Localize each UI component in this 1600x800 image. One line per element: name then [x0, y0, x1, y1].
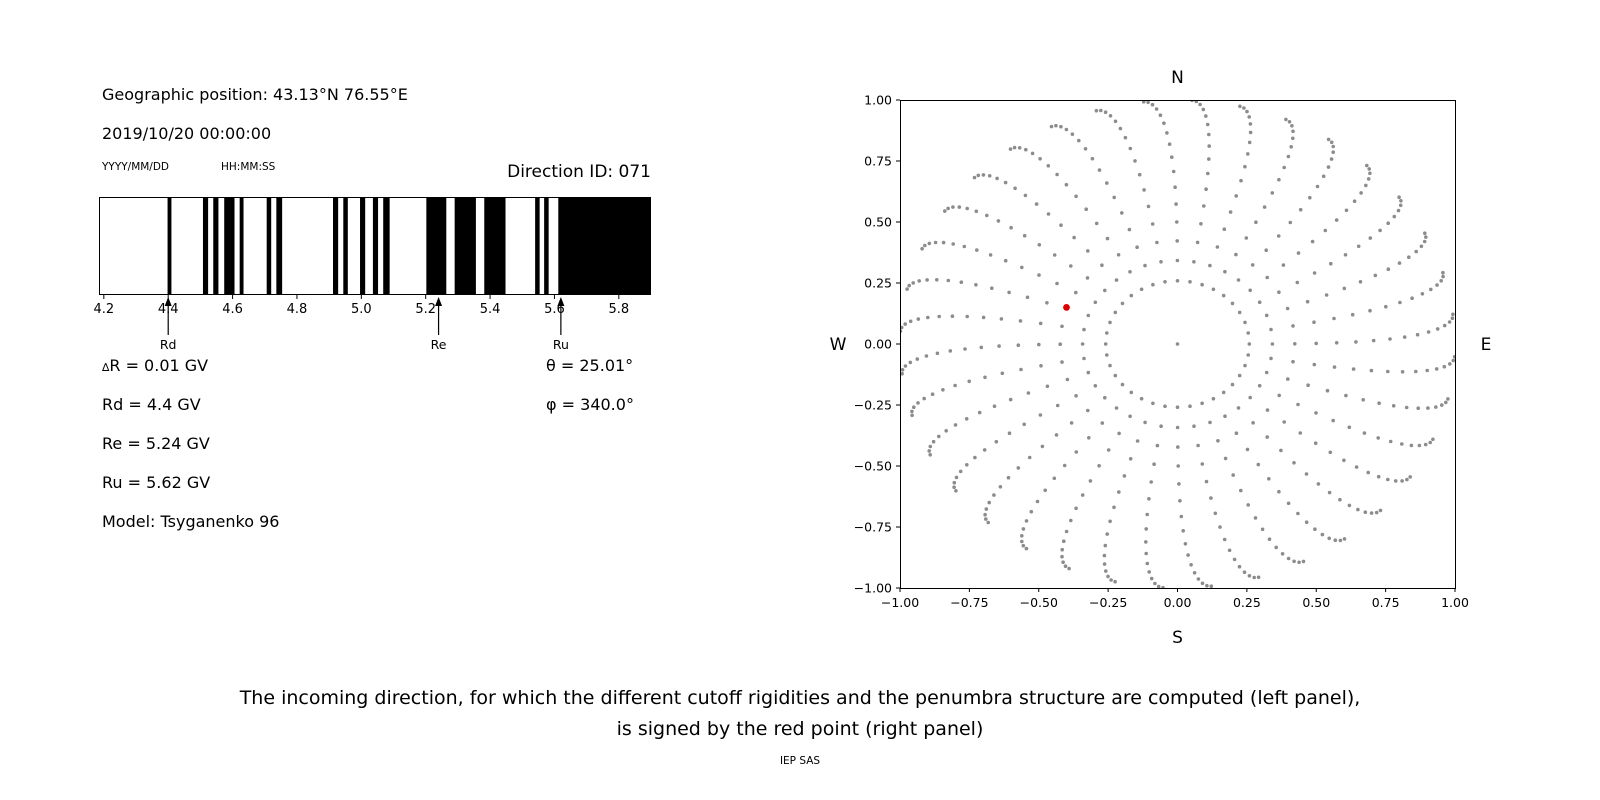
penumbra-svg: 4.2 4.4 4.6 4.8 5.0 5.2 5.4 5.6 5.8Rd Re Ru [93, 197, 651, 352]
credit-text: IEP SAS [779, 755, 821, 767]
svg-text:−1.00: −1.00 [881, 595, 919, 610]
direction-id-text: Direction ID: 071 [507, 162, 651, 182]
sky-ticks: −1.00 −0.75 −0.50 −0.25 0.00 0.25 0.50 0.75 1.00… [854, 93, 1469, 611]
svg-text:0.75: 0.75 [1372, 595, 1400, 610]
svg-text:−0.50: −0.50 [854, 459, 892, 474]
svg-text:1.00: 1.00 [864, 93, 892, 108]
svg-text:0.75: 0.75 [864, 154, 892, 169]
svg-text:0.25: 0.25 [1233, 595, 1261, 610]
svg-text:5.0: 5.0 [351, 302, 372, 317]
re-value: Re = 5.24 GV [102, 434, 210, 453]
model-value: Model: Tsyganenko 96 [102, 512, 280, 531]
svg-text:4.6: 4.6 [222, 302, 243, 317]
caption-line-1: The incoming direction, for which the di… [239, 687, 1361, 709]
svg-text:0.00: 0.00 [1164, 595, 1192, 610]
svg-text:−0.75: −0.75 [950, 595, 988, 610]
svg-text:−0.25: −0.25 [1089, 595, 1127, 610]
svg-text:0.25: 0.25 [864, 276, 892, 291]
svg-text:0.00: 0.00 [864, 337, 892, 352]
caption-line-2: is signed by the red point (right panel) [616, 718, 984, 740]
svg-text:−0.50: −0.50 [1020, 595, 1058, 610]
svg-text:Ru: Ru [553, 337, 569, 352]
svg-text:S: S [1172, 628, 1183, 648]
rigidity-markers: Rd Re Ru [160, 297, 569, 352]
theta-value: θ = 25.01° [546, 356, 634, 375]
svg-text:E: E [1481, 335, 1492, 355]
phi-value: φ = 340.0° [546, 395, 634, 414]
svg-text:1.00: 1.00 [1441, 595, 1469, 610]
penumbra-bands [167, 197, 651, 295]
svg-text:5.4: 5.4 [480, 302, 501, 317]
direction-grid-dots [900, 100, 1455, 588]
direction-sky-chart: −1.00 −0.75 −0.50 −0.25 0.00 0.25 0.50 0.75 1.00… [810, 55, 1510, 655]
delta-r-text: R = 0.01 GV [109, 356, 209, 375]
penumbra-x-ticks: 4.2 4.4 4.6 4.8 5.0 5.2 5.4 5.6 5.8 [93, 295, 629, 317]
penumbra-chart: 4.2 4.4 4.6 4.8 5.0 5.2 5.4 5.6 5.8 Rd Re Ru [93, 197, 719, 362]
svg-text:0.50: 0.50 [1302, 595, 1330, 610]
svg-text:−0.25: −0.25 [854, 398, 892, 413]
svg-text:5.2: 5.2 [415, 302, 436, 317]
penumbra-frame [99, 197, 651, 295]
selected-direction-point [1063, 304, 1070, 311]
svg-text:5.8: 5.8 [608, 302, 629, 317]
delta-r-value: ∆R = 0.01 GV [102, 356, 208, 376]
svg-text:4.2: 4.2 [93, 302, 114, 317]
time-format-label: HH:MM:SS [221, 161, 276, 173]
delta-symbol: ∆ [102, 361, 110, 374]
compass-labels: N S W E [830, 68, 1492, 648]
datetime-text: 2019/10/20 00:00:00 [102, 124, 272, 143]
svg-text:−1.00: −1.00 [854, 581, 892, 596]
sky-svg: −1.00 −0.75 −0.50 −0.25 0.00 0.25 0.50 0.75 1.00… [830, 68, 1492, 648]
svg-text:N: N [1171, 68, 1184, 88]
date-format-label: YYYY/MM/DD [102, 161, 170, 173]
ru-value: Ru = 5.62 GV [102, 473, 211, 492]
svg-text:Rd: Rd [160, 337, 177, 352]
geographic-position-text: Geographic position: 43.13°N 76.55°E [102, 85, 408, 104]
svg-text:W: W [830, 335, 847, 355]
svg-text:4.8: 4.8 [287, 302, 308, 317]
svg-text:0.50: 0.50 [864, 215, 892, 230]
svg-text:−0.75: −0.75 [854, 520, 892, 535]
svg-text:Re: Re [431, 337, 447, 352]
rd-value: Rd = 4.4 GV [102, 395, 201, 414]
